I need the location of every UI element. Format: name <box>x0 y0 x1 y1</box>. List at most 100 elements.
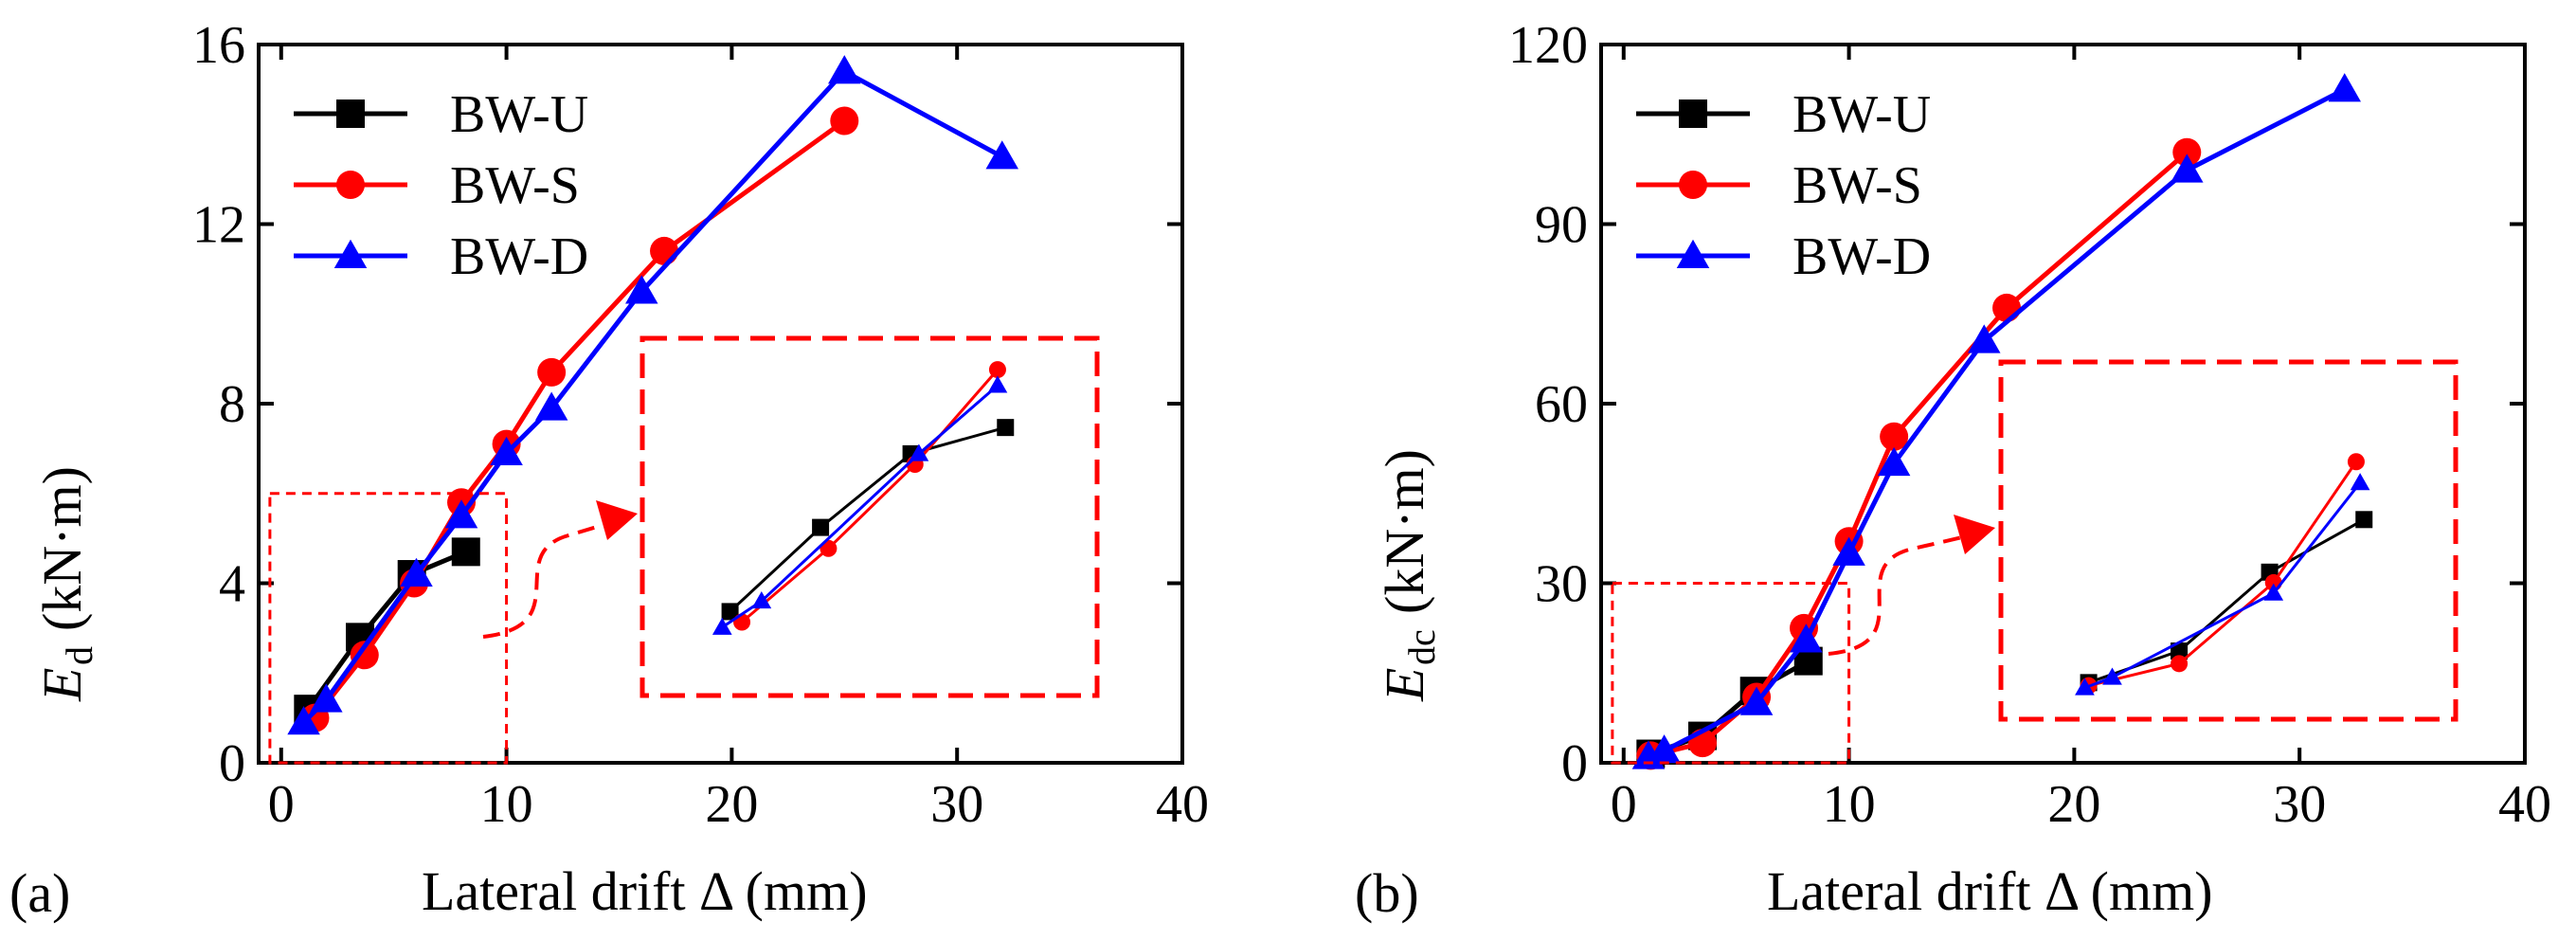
y-tick-label: 30 <box>1535 555 1588 614</box>
inset-frame <box>639 335 1100 698</box>
zoom-source-box <box>268 492 509 765</box>
data-point <box>1880 422 1909 451</box>
inset-data-point <box>712 617 732 635</box>
x-tick-label: 0 <box>1611 775 1637 834</box>
y-tick-label: 16 <box>192 16 245 75</box>
legend-marker <box>1679 99 1707 128</box>
inset-data-point <box>2171 655 2189 673</box>
x-tick-label: 10 <box>480 775 533 834</box>
inset-line <box>2088 461 2358 688</box>
inset-data-point <box>733 613 751 631</box>
legend: BW-U BW-S BW-D <box>294 85 588 286</box>
inset-data-point <box>987 375 1008 393</box>
x-tick-label: 40 <box>2498 775 2551 834</box>
legend-item-bw-u: BW-U <box>294 85 588 144</box>
legend-item-bw-s: BW-S <box>294 156 580 215</box>
data-point <box>828 55 861 84</box>
inset-data-point <box>751 590 772 609</box>
inset-line <box>741 369 1000 624</box>
x-tick-label: 20 <box>2047 775 2100 834</box>
x-tick-label: 0 <box>268 775 295 834</box>
data-point <box>830 106 859 136</box>
y-axis-label: E d (kN·m) <box>31 466 100 702</box>
legend-marker <box>1676 239 1710 268</box>
data-point <box>400 557 433 587</box>
y-axis-label-subscript: d <box>58 646 100 665</box>
inset-data-point <box>2075 678 2095 696</box>
y-axis-label-symbol: E <box>1374 668 1435 702</box>
panel-a: (a) Lateral drift Δ (mm) E d (kN·m) 0 10 2… <box>9 16 1209 924</box>
zoom-arrow-head <box>1954 515 1995 554</box>
inset-data-point <box>2355 511 2373 529</box>
x-axis-label: Lateral drift Δ (mm) <box>1767 860 2213 922</box>
data-point <box>444 499 478 529</box>
y-axis-label: E dc (kN·m) <box>1374 449 1443 702</box>
zoom-arrow <box>1828 533 1972 656</box>
panel-b: (b) Lateral drift Δ (mm) E dc (kN·m) 0 10… <box>1355 16 2551 924</box>
data-point <box>1739 686 1774 715</box>
inset-series-bw-d <box>712 375 1008 635</box>
inset-data-point <box>2350 473 2370 491</box>
data-point <box>490 436 523 466</box>
x-tick-label: 40 <box>1156 775 1209 834</box>
panel-label: (b) <box>1355 862 1419 924</box>
data-point <box>2171 154 2204 183</box>
x-tick-label: 10 <box>1823 775 1876 834</box>
series-line <box>313 118 846 720</box>
y-tick-label: 0 <box>1561 734 1588 793</box>
legend-label: BW-U <box>1792 85 1931 144</box>
data-point <box>2328 73 2362 102</box>
series-line <box>1649 659 1810 756</box>
inset-line <box>2083 481 2362 690</box>
legend-item-bw-u: BW-U <box>1636 85 1931 144</box>
series-bw-d <box>287 55 1019 735</box>
y-tick-label: 90 <box>1535 196 1588 255</box>
data-point <box>350 641 379 670</box>
legend-marker <box>1679 171 1707 199</box>
inset-data-point <box>2102 667 2122 685</box>
inset-frame <box>1998 359 2459 722</box>
panel-label: (a) <box>9 862 70 924</box>
legend-marker <box>336 171 365 199</box>
data-point <box>534 391 568 421</box>
inset-data-point <box>997 419 1015 437</box>
legend-label: BW-S <box>450 156 580 215</box>
data-point <box>2172 137 2202 167</box>
legend-marker <box>333 239 368 268</box>
x-tick-label: 30 <box>930 775 983 834</box>
zoom-arrow <box>482 519 617 639</box>
legend-label: BW-D <box>1792 227 1931 286</box>
series-bw-d <box>1631 73 2362 769</box>
inset-data-point <box>2347 453 2365 471</box>
data-point <box>310 683 343 713</box>
inset-data-point <box>2171 642 2189 660</box>
series-line <box>306 550 467 711</box>
inset-data-point <box>2263 583 2284 601</box>
y-tick-label: 0 <box>219 734 245 793</box>
y-tick-label: 60 <box>1535 375 1588 434</box>
y-axis-label-unit: (kN·m) <box>1374 449 1435 614</box>
legend-label: BW-U <box>450 85 588 144</box>
legend: BW-U BW-S BW-D <box>1636 85 1931 286</box>
y-tick-label: 4 <box>219 555 245 614</box>
y-tick-label: 12 <box>192 196 245 255</box>
legend-marker <box>336 99 365 128</box>
zoom-arrow-head <box>596 500 638 540</box>
inset-series-bw-u <box>721 419 1015 621</box>
inset-data-point <box>909 443 929 461</box>
data-point <box>1877 446 1911 477</box>
inset-data-point <box>988 361 1006 379</box>
data-point <box>537 357 567 387</box>
y-axis-label-subscript: dc <box>1400 629 1443 665</box>
legend-label: BW-D <box>450 227 588 286</box>
inset-data-point <box>812 518 830 536</box>
y-tick-label: 8 <box>219 375 245 434</box>
data-point <box>1648 734 1681 764</box>
data-point <box>1832 536 1865 566</box>
x-axis-label: Lateral drift Δ (mm) <box>422 860 868 922</box>
y-axis-label-symbol: E <box>31 668 93 702</box>
inset-data-point <box>721 603 739 621</box>
data-point <box>451 537 480 567</box>
inset-line <box>721 384 999 629</box>
